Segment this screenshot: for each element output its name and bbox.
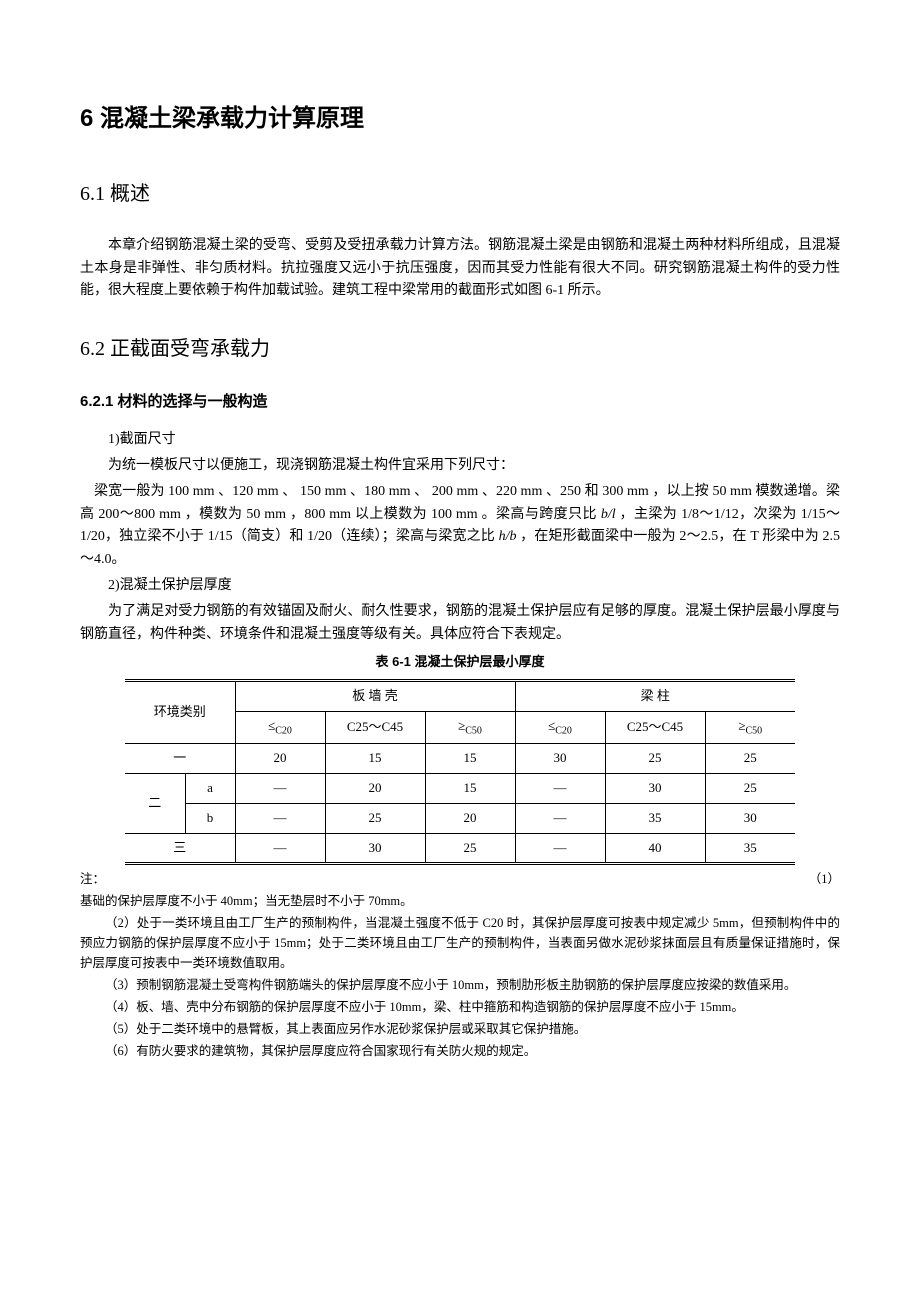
env-3: 三 xyxy=(125,833,235,864)
cell-0-5: 25 xyxy=(705,744,795,774)
table-notes: 注： （1） 基础的保护层厚度不小于 40mm；当无垫层时不小于 70mm。 （… xyxy=(80,869,840,1061)
note-5: （5）处于二类环境中的悬臂板，其上表面应另作水泥砂浆保护层或采取其它保护措施。 xyxy=(80,1019,840,1039)
th-sub-2: ≥C50 xyxy=(425,711,515,744)
cell-0-2: 15 xyxy=(425,744,515,774)
ratio-h: h xyxy=(499,529,506,544)
table-title: 表 6-1 混凝土保护层最小厚度 xyxy=(80,652,840,673)
notes-prefix: 注： xyxy=(80,869,105,889)
chapter-title: 6 混凝土梁承载力计算原理 xyxy=(80,100,840,138)
cell-1-5: 25 xyxy=(705,774,795,804)
env-main-1: 二 xyxy=(125,774,185,834)
cell-2-3: — xyxy=(515,803,605,833)
cell-2-2: 20 xyxy=(425,803,515,833)
cell-2-5: 30 xyxy=(705,803,795,833)
th-group-beam: 梁 柱 xyxy=(515,680,795,711)
cell-3-3: — xyxy=(515,833,605,864)
cell-1-1: 20 xyxy=(325,774,425,804)
th-sub-0: ≤C20 xyxy=(235,711,325,744)
cell-1-0: — xyxy=(235,774,325,804)
cell-2-4: 35 xyxy=(605,803,705,833)
ratio-b: b xyxy=(601,507,608,522)
cell-3-0: — xyxy=(235,833,325,864)
cell-1-2: 15 xyxy=(425,774,515,804)
cover-thickness-table: 环境类别板 墙 壳梁 柱≤C20C25～C45≥C50≤C20C25～C45≥C… xyxy=(125,679,795,866)
note-1: 基础的保护层厚度不小于 40mm；当无垫层时不小于 70mm。 xyxy=(80,891,840,911)
ratio-l: l xyxy=(612,507,616,522)
note-1-num: （1） xyxy=(809,869,840,889)
note-3: （3）预制钢筋混凝土受弯构件钢筋端头的保护层厚度不应小于 10mm，预制肋形板主… xyxy=(80,975,840,995)
cell-0-1: 15 xyxy=(325,744,425,774)
item-1-p1: 为统一模板尺寸以便施工，现浇钢筋混凝土构件宜采用下列尺寸： xyxy=(80,455,840,477)
env-sub-1: a xyxy=(185,774,235,804)
cell-3-5: 35 xyxy=(705,833,795,864)
note-4: （4）板、墙、壳中分布钢筋的保护层厚度不应小于 10mm，梁、柱中箍筋和构造钢筋… xyxy=(80,997,840,1017)
item-2-label: 2)混凝土保护层厚度 xyxy=(80,575,840,597)
cell-0-0: 20 xyxy=(235,744,325,774)
th-env: 环境类别 xyxy=(125,680,235,743)
th-sub-3: ≤C20 xyxy=(515,711,605,744)
section-6-1-heading: 6.1 概述 xyxy=(80,178,840,210)
ratio-b-2: b xyxy=(510,529,517,544)
cell-1-3: — xyxy=(515,774,605,804)
note-2: （2）处于一类环境且由工厂生产的预制构件，当混凝土强度不低于 C20 时，其保护… xyxy=(80,913,840,973)
item-2-p1: 为了满足对受力钢筋的有效锚固及耐火、耐久性要求，钢筋的混凝土保护层应有足够的厚度… xyxy=(80,601,840,646)
section-6-2-heading: 6.2 正截面受弯承载力 xyxy=(80,333,840,365)
th-sub-4: C25～C45 xyxy=(605,711,705,744)
cell-0-4: 25 xyxy=(605,744,705,774)
cell-0-3: 30 xyxy=(515,744,605,774)
th-sub-1: C25～C45 xyxy=(325,711,425,744)
item-1-label: 1)截面尺寸 xyxy=(80,429,840,451)
env-0: 一 xyxy=(125,744,235,774)
cell-3-1: 30 xyxy=(325,833,425,864)
section-6-1-para: 本章介绍钢筋混凝土梁的受弯、受剪及受扭承载力计算方法。钢筋混凝土梁是由钢筋和混凝… xyxy=(80,235,840,302)
note-6: （6）有防火要求的建筑物，其保护层厚度应符合国家现行有关防火规的规定。 xyxy=(80,1041,840,1061)
cell-3-2: 25 xyxy=(425,833,515,864)
env-sub-2: b xyxy=(185,803,235,833)
cell-2-1: 25 xyxy=(325,803,425,833)
cell-2-0: — xyxy=(235,803,325,833)
th-group-slab: 板 墙 壳 xyxy=(235,680,515,711)
cell-1-4: 30 xyxy=(605,774,705,804)
section-6-2-1-heading: 6.2.1 材料的选择与一般构造 xyxy=(80,390,840,414)
cell-3-4: 40 xyxy=(605,833,705,864)
item-1-p2: 梁宽一般为 100 mm 、120 mm 、 150 mm 、180 mm 、 … xyxy=(80,481,840,571)
th-sub-5: ≥C50 xyxy=(705,711,795,744)
